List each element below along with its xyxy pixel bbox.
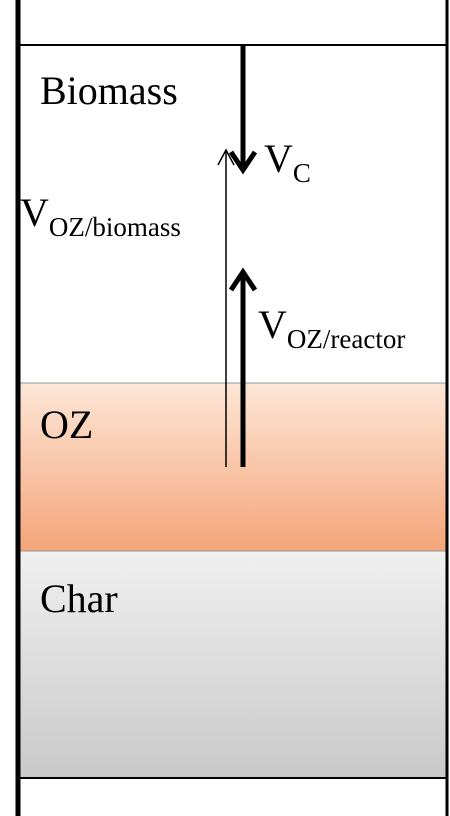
region-label: Char — [40, 576, 118, 621]
region-label: Biomass — [40, 68, 178, 113]
oz-region — [18, 383, 447, 551]
symbol: V — [264, 136, 293, 181]
symbol: V — [258, 302, 287, 347]
velocity-label: VOZ/reactor — [258, 302, 405, 354]
arrow-head — [228, 267, 258, 292]
subscript: OZ/reactor — [287, 324, 405, 354]
region-label: OZ — [40, 402, 93, 447]
arrow-head — [228, 150, 258, 175]
velocity-label: VC — [264, 136, 311, 188]
symbol: V — [20, 190, 49, 235]
arrow-head — [217, 148, 235, 166]
velocity-label: VOZ/biomass — [20, 190, 181, 242]
char-region — [18, 551, 447, 778]
subscript: OZ/biomass — [49, 212, 181, 242]
subscript: C — [293, 158, 311, 188]
